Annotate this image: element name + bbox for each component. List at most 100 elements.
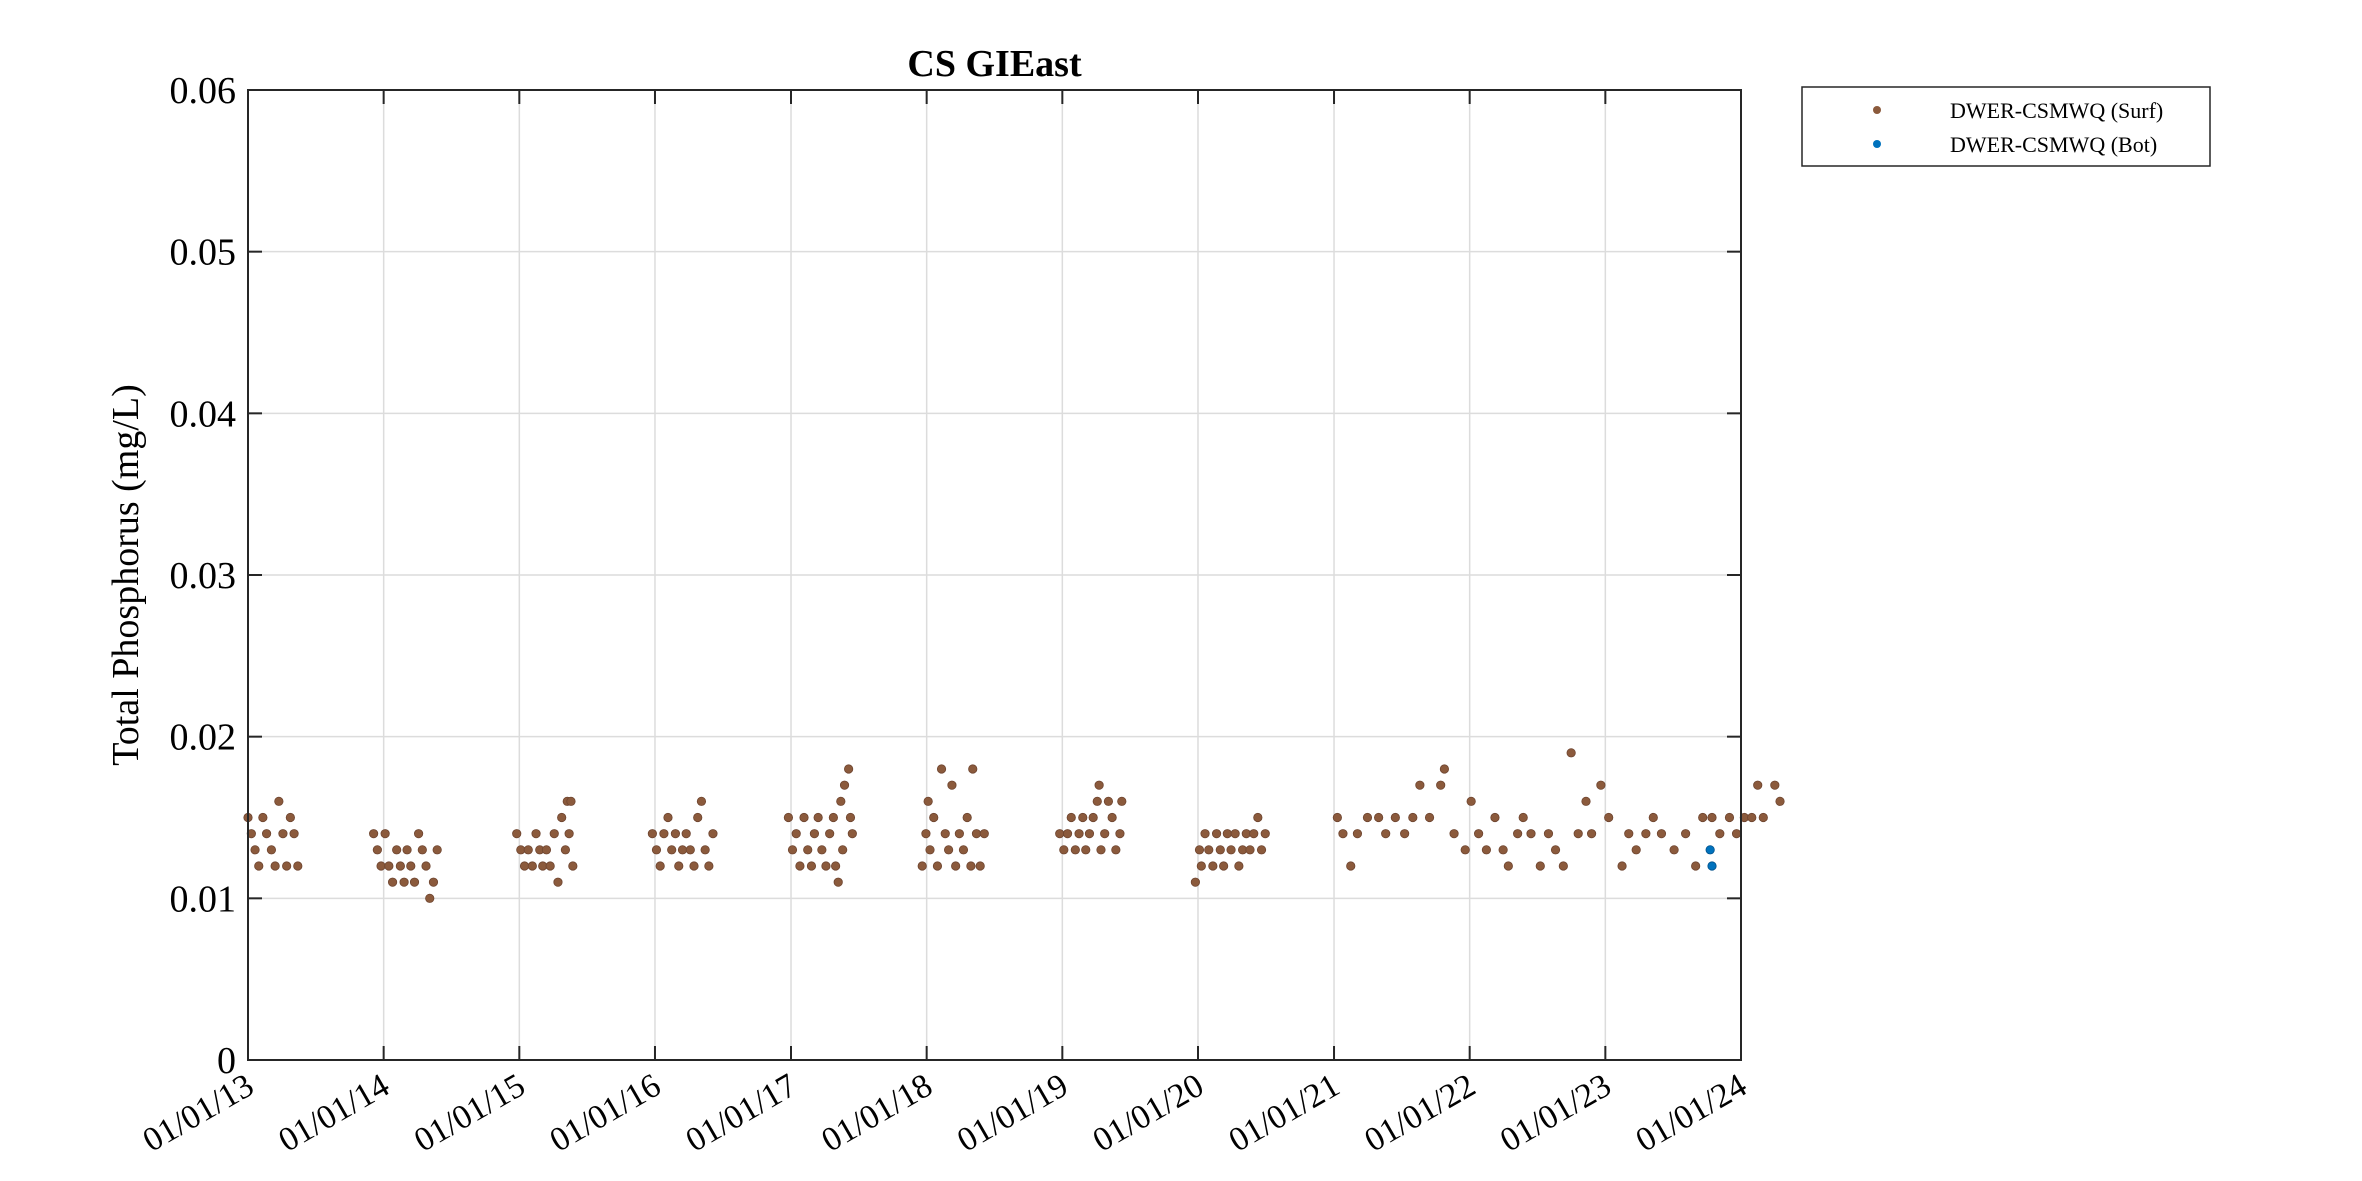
surf-data-point	[1498, 845, 1508, 855]
surf-data-point	[1253, 812, 1263, 823]
surf-data-point	[847, 829, 857, 839]
surf-data-point	[406, 861, 416, 871]
legend-label-bot: DWER-CSMWQ (Bot)	[1950, 132, 2157, 157]
y-axis-label: Total Phosphorus (mg/L)	[105, 384, 147, 766]
surf-data-point	[929, 812, 939, 823]
surf-data-point	[392, 845, 402, 855]
surf-data-point	[369, 829, 379, 839]
surf-data-point	[1596, 780, 1606, 790]
surf-data-point	[979, 829, 989, 839]
bot-data-point	[1707, 861, 1717, 871]
surf-data-point	[828, 812, 838, 823]
surf-data-point	[806, 861, 817, 871]
surf-data-point	[1381, 829, 1391, 839]
surf-data-point	[1055, 829, 1065, 839]
surf-data-point	[696, 796, 707, 806]
surf-data-point	[681, 829, 691, 839]
surf-data-point	[962, 812, 972, 823]
surf-data-point	[958, 845, 969, 855]
surf-data-point	[1707, 812, 1717, 823]
y-tick-label: 0	[217, 1040, 236, 1082]
surf-data-point	[674, 861, 684, 871]
surf-data-point	[917, 861, 927, 871]
surf-data-point	[923, 796, 933, 806]
x-tick-labels: 01/01/13 01/01/14 01/01/15 01/01/16 01/01/17…	[137, 1067, 1753, 1159]
surf-data-point	[1669, 845, 1679, 855]
surf-data-point	[791, 829, 801, 839]
surf-data-point	[1059, 845, 1069, 855]
surf-data-point	[1656, 829, 1667, 839]
surf-data-point	[783, 812, 794, 823]
surf-data-point	[1103, 796, 1114, 806]
surf-data-point	[647, 829, 657, 839]
surf-data-point	[282, 861, 292, 871]
surf-data-point	[266, 845, 277, 855]
y-tick-label: 0.04	[170, 393, 237, 435]
surf-data-point	[1092, 796, 1102, 806]
surf-data-point	[1631, 845, 1641, 855]
surf-data-point	[838, 845, 848, 855]
surf-data-point	[1190, 877, 1200, 887]
surf-data-point	[1078, 812, 1088, 823]
y-tick-label: 0.06	[170, 70, 237, 112]
surf-data-point	[1352, 829, 1363, 839]
surf-data-point	[1550, 845, 1561, 855]
surf-data-point	[817, 845, 827, 855]
surf-data-point	[425, 893, 435, 903]
surf-data-point	[417, 845, 427, 855]
surf-data-point	[1724, 812, 1735, 823]
surf-data-point	[1230, 829, 1240, 839]
surf-data-point	[947, 780, 957, 790]
surf-data-point	[1200, 829, 1210, 839]
surf-data-point	[1503, 861, 1513, 871]
surf-data-point	[1249, 829, 1259, 839]
surf-data-point	[708, 829, 718, 839]
surf-data-point	[1681, 829, 1691, 839]
surf-data-point	[693, 812, 703, 823]
surf-data-point	[1346, 861, 1356, 871]
surf-data-point	[1513, 829, 1523, 839]
x-tick-label: 01/01/22	[1358, 1067, 1481, 1159]
surf-data-point	[975, 861, 985, 871]
surf-data-point	[1573, 829, 1583, 839]
surf-data-point	[845, 812, 856, 823]
surf-data-point	[1400, 829, 1410, 839]
surf-data-point	[1222, 829, 1232, 839]
surf-data-point	[1066, 812, 1076, 823]
y-tick-labels: 0 0.01 0.02 0.03 0.04 0.05 0.06	[170, 70, 237, 1082]
surf-data-point	[821, 861, 831, 871]
surf-data-point	[1753, 780, 1763, 790]
surf-data-point	[968, 764, 978, 774]
surf-data-point	[1062, 829, 1073, 839]
surf-data-point	[285, 812, 295, 823]
surf-data-point	[566, 796, 576, 806]
y-tick-label: 0.02	[170, 717, 237, 759]
x-tick-label: 01/01/20	[1087, 1067, 1210, 1159]
legend-marker-surf	[1873, 106, 1881, 114]
surf-data-point	[1770, 780, 1780, 790]
surf-data-point	[1215, 845, 1225, 855]
surf-data-point	[951, 861, 961, 871]
surf-data-point	[432, 845, 442, 855]
surf-data-point	[409, 877, 420, 887]
surf-data-point	[1117, 796, 1127, 806]
x-tick-label: 01/01/14	[272, 1067, 395, 1159]
surf-data-point	[1691, 861, 1701, 871]
surf-data-point	[289, 829, 299, 839]
surf-data-point	[1747, 812, 1757, 823]
surf-data-point	[258, 812, 268, 823]
surf-data-point	[936, 764, 947, 774]
surf-data-point	[1474, 829, 1484, 839]
surf-data-point	[413, 829, 424, 839]
surf-data-point	[839, 780, 850, 790]
y-tick-label: 0.01	[170, 878, 237, 920]
surf-data-point	[685, 845, 695, 855]
surf-data-point	[787, 845, 798, 855]
surf-data-point	[833, 877, 843, 887]
surf-data-point	[270, 861, 280, 871]
axis-ticks	[247, 89, 1742, 1061]
surf-data-point	[1256, 845, 1267, 855]
surf-data-point	[1094, 780, 1104, 790]
surf-data-point	[372, 845, 382, 855]
x-tick-label: 01/01/23	[1494, 1067, 1617, 1159]
